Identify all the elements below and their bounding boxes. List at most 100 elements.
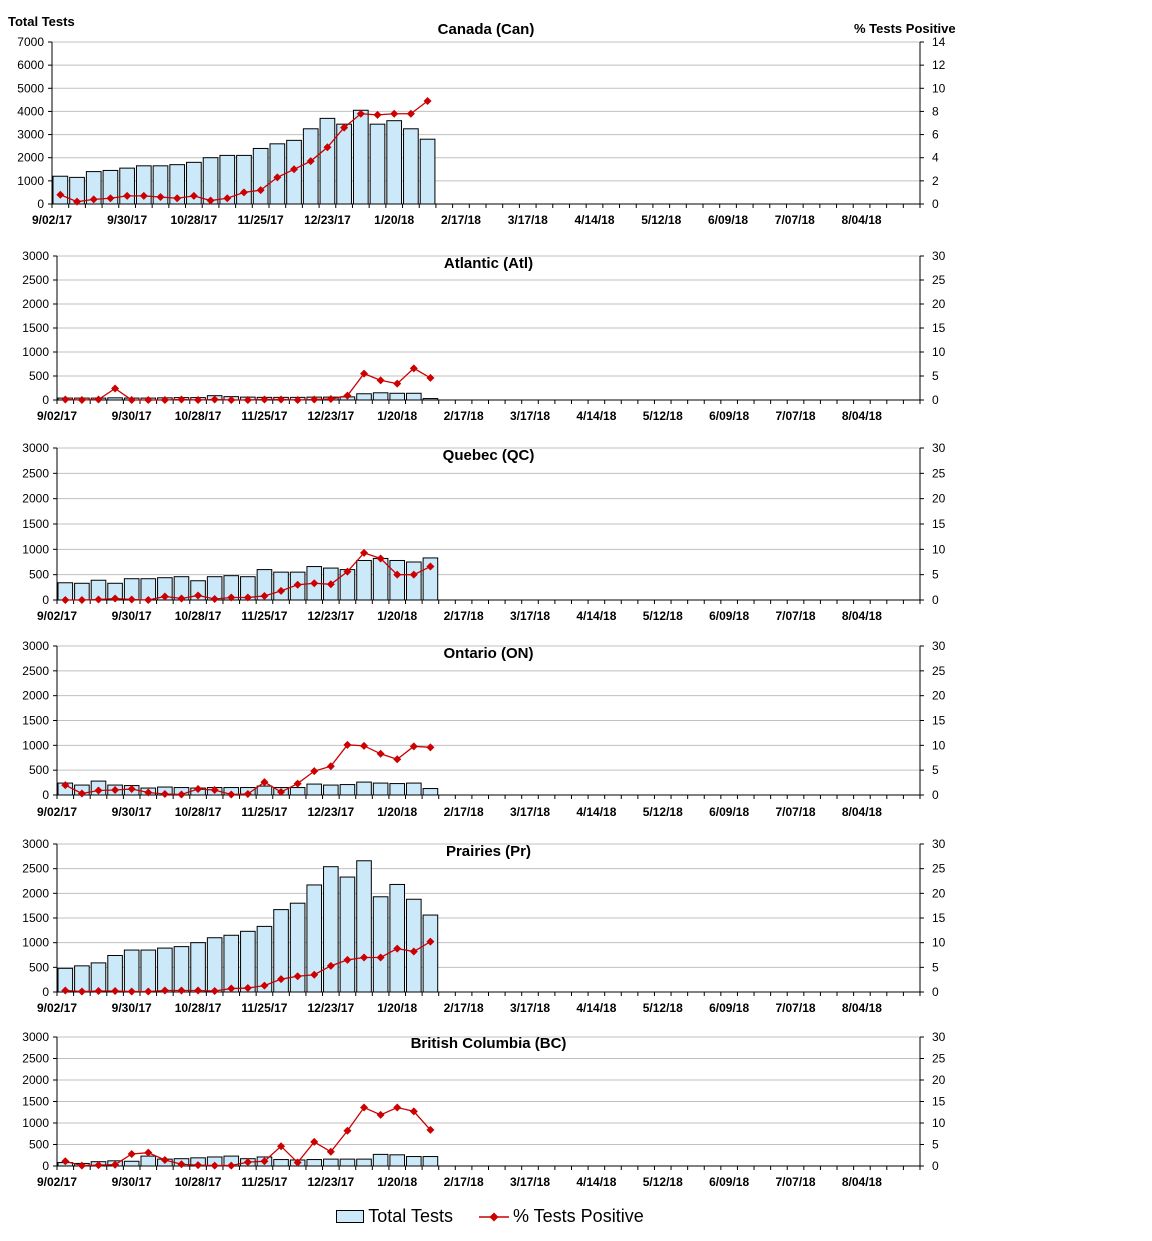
panel-title: Atlantic (Atl) (444, 255, 533, 272)
right-tick-label: 0 (932, 1159, 939, 1173)
positive-marker (89, 195, 98, 204)
positive-marker (343, 1126, 352, 1135)
positive-marker (260, 981, 269, 990)
x-tick-label: 4/14/18 (576, 409, 616, 423)
x-tick-label: 11/25/17 (241, 805, 287, 819)
panel-0: 0 1000 2000 3000 4000 5000 6000 7000 0 2 4 6 8 10 12 14… (17, 21, 945, 227)
x-tick-label: 5/12/18 (641, 213, 681, 227)
legend-bar-swatch (336, 1210, 365, 1223)
left-tick-label: 1000 (22, 738, 49, 752)
left-tick-label: 2000 (22, 297, 49, 311)
x-tick-label: 11/25/17 (241, 1001, 287, 1015)
x-tick-label: 9/30/17 (107, 213, 147, 227)
positive-marker (210, 594, 219, 603)
bar (369, 123, 386, 205)
positive-marker (426, 562, 435, 571)
positive-marker (177, 986, 186, 995)
x-tick-label: 7/07/18 (776, 1001, 816, 1015)
x-tick-label: 12/23/17 (307, 1001, 354, 1015)
positive-marker (160, 592, 169, 601)
right-tick-label: 20 (932, 886, 946, 900)
right-tick-label: 20 (932, 689, 946, 703)
positive-marker (376, 554, 385, 563)
x-tick-label: 9/02/17 (37, 1175, 77, 1189)
positive-marker (173, 194, 182, 203)
positive-marker (409, 947, 418, 956)
right-tick-label: 20 (932, 297, 946, 311)
positive-marker (243, 984, 252, 993)
bar (422, 1156, 439, 1167)
bar (406, 392, 422, 401)
positive-marker (326, 762, 335, 771)
positive-marker (360, 369, 369, 378)
positive-marker (194, 986, 203, 995)
bar (406, 898, 422, 993)
x-tick-label: 7/07/18 (776, 409, 816, 423)
positive-marker (227, 984, 236, 993)
bar (323, 784, 339, 796)
x-tick-label: 1/20/18 (374, 213, 414, 227)
left-tick-label: 2000 (22, 886, 49, 900)
right-tick-label: 10 (932, 738, 946, 752)
right-tick-label: 15 (932, 321, 946, 335)
bar (422, 788, 439, 796)
positive-marker (210, 1161, 219, 1170)
bar (406, 1156, 422, 1167)
positive-marker (409, 742, 418, 751)
right-tick-label: 5 (932, 1138, 939, 1152)
x-tick-label: 8/04/18 (842, 409, 882, 423)
right-tick-label: 10 (932, 936, 946, 950)
right-tick-label: 0 (932, 393, 939, 407)
positive-marker (343, 740, 352, 749)
positive-marker (73, 197, 82, 206)
positive-marker (239, 188, 248, 197)
positive-marker (94, 1161, 103, 1170)
bar (306, 783, 323, 796)
positive-marker (61, 596, 70, 604)
right-tick-label: 25 (932, 664, 946, 678)
left-tick-label: 1000 (17, 174, 44, 188)
left-tick-label: 0 (42, 985, 49, 999)
legend-item-tests-positive: % Tests Positive (478, 1206, 644, 1227)
panel-2: 0 500 1000 1500 2000 2500 3000 0 5 10 15 20 25 30 9/02… (22, 441, 945, 623)
left-tick-label: 7000 (17, 35, 44, 49)
positive-marker (194, 785, 203, 794)
bar (273, 1159, 289, 1167)
positive-marker (111, 987, 120, 996)
legend-label-tests-positive: % Tests Positive (512, 1206, 644, 1226)
positive-marker (127, 987, 136, 996)
bar (236, 154, 252, 205)
positive-marker (77, 396, 86, 404)
panel-title: British Columbia (BC) (411, 1035, 567, 1052)
positive-marker (326, 395, 335, 404)
bar (123, 949, 140, 993)
left-tick-label: 0 (42, 788, 49, 802)
positive-marker (393, 755, 402, 764)
positive-marker (343, 955, 352, 964)
right-tick-label: 2 (932, 174, 939, 188)
bar (372, 557, 389, 601)
x-tick-label: 5/12/18 (643, 1001, 683, 1015)
left-tick-label: 3000 (22, 1030, 49, 1044)
left-tick-label: 0 (37, 197, 44, 211)
bar (206, 937, 223, 993)
positive-marker (277, 1142, 286, 1151)
x-tick-label: 4/14/18 (574, 213, 614, 227)
positive-marker (343, 391, 352, 400)
left-tick-label: 2000 (17, 151, 44, 165)
x-tick-label: 8/04/18 (842, 1175, 882, 1189)
left-tick-label: 2000 (22, 492, 49, 506)
bar (323, 1158, 339, 1167)
x-tick-label: 4/14/18 (576, 1001, 616, 1015)
x-tick-label: 6/09/18 (709, 409, 749, 423)
bar (406, 561, 422, 601)
right-tick-label: 15 (932, 1095, 946, 1109)
bar (323, 866, 339, 993)
right-tick-label: 20 (932, 1073, 946, 1087)
x-tick-label: 1/20/18 (377, 1001, 417, 1015)
bar (356, 781, 372, 796)
left-tick-label: 1500 (22, 321, 49, 335)
positive-marker (277, 788, 286, 797)
x-tick-label: 9/30/17 (112, 1175, 152, 1189)
